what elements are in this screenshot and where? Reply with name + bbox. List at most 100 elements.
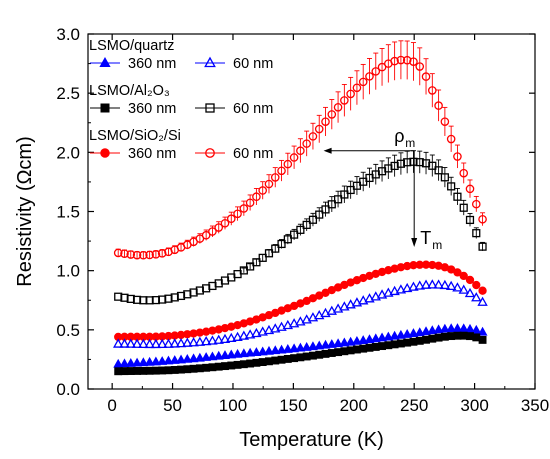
rho-label: ρ: [394, 126, 404, 146]
data-point: [119, 358, 130, 368]
data-point: [120, 249, 129, 258]
data-point: [321, 117, 330, 126]
data-point: [201, 230, 211, 240]
data-point: [459, 168, 469, 178]
legend-label: 360 nm: [128, 56, 176, 72]
data-point: [200, 336, 212, 346]
data-point: [452, 282, 463, 292]
data-point: [346, 185, 355, 195]
data-point: [239, 204, 249, 213]
data-point: [340, 96, 349, 105]
data-point: [283, 235, 292, 244]
data-point: [201, 352, 212, 361]
data-point: [440, 117, 450, 126]
data-point: [420, 279, 432, 289]
data-point: [301, 341, 312, 351]
data-point: [220, 218, 230, 228]
data-point: [289, 343, 300, 353]
data-point: [402, 55, 412, 65]
data-point: [270, 323, 281, 333]
series-circle-filled: [114, 260, 487, 342]
data-point: [257, 346, 268, 356]
data-point: [156, 338, 168, 349]
legend-group-title: LSMO/Al₂O₃: [89, 83, 170, 99]
data-point: [358, 295, 369, 305]
data-point: [434, 166, 443, 175]
data-point: [402, 329, 413, 338]
data-point: [264, 345, 274, 355]
data-point: [477, 326, 488, 336]
legend-label: 60 nm: [233, 56, 273, 72]
data-point: [389, 285, 400, 296]
data-point: [257, 326, 268, 336]
data-point: [119, 338, 130, 348]
tm-label: T: [420, 228, 431, 248]
data-point: [478, 335, 487, 344]
legend-group-title: LSMO/SiO₂/Si: [89, 128, 181, 144]
data-point: [459, 271, 468, 281]
data-point: [332, 303, 344, 313]
series-circle-open: [113, 40, 487, 260]
data-point: [125, 338, 136, 348]
data-point: [370, 333, 381, 343]
data-point: [465, 215, 475, 225]
data-point: [321, 205, 330, 214]
data-point: [365, 72, 374, 81]
data-point: [458, 323, 469, 333]
data-point: [345, 299, 356, 309]
data-point: [150, 338, 162, 349]
data-point: [414, 327, 425, 337]
data-point: [271, 244, 280, 253]
data-point: [232, 331, 243, 341]
data-point: [376, 289, 388, 299]
data-point: [207, 351, 218, 361]
data-point: [126, 250, 136, 259]
data-point: [478, 242, 487, 251]
data-point: [453, 152, 462, 161]
legend-group-title: LSMO/quartz: [89, 38, 174, 54]
tm-subscript: m: [432, 238, 442, 252]
data-point: [195, 234, 205, 243]
data-point: [144, 356, 155, 366]
data-point: [169, 355, 180, 364]
y-tick-label: 0.0: [56, 380, 80, 399]
data-point: [326, 339, 337, 348]
data-point: [144, 338, 155, 349]
data-point: [346, 89, 355, 99]
data-point: [213, 350, 224, 360]
data-point: [471, 292, 482, 302]
data-point: [446, 134, 456, 144]
data-point: [472, 229, 481, 238]
series-square-filled: [114, 331, 487, 376]
data-point: [358, 335, 369, 344]
data-point: [465, 184, 475, 194]
data-point: [157, 249, 167, 258]
x-axis-title: Temperature (K): [239, 429, 384, 451]
data-point: [157, 356, 168, 365]
data-point: [383, 331, 394, 341]
data-point: [219, 333, 231, 344]
data-point: [308, 341, 318, 351]
data-point: [326, 305, 337, 315]
data-point: [445, 280, 457, 291]
data-point: [245, 347, 256, 357]
data-point: [458, 284, 469, 294]
data-point: [408, 328, 419, 337]
data-point: [295, 316, 306, 326]
x-tick-label: 0: [107, 396, 116, 415]
legend-label: 360 nm: [128, 146, 176, 162]
data-point: [283, 159, 293, 169]
data-point: [427, 325, 438, 335]
data-point: [327, 200, 336, 209]
data-point: [477, 296, 488, 306]
data-point: [276, 321, 287, 331]
data-point: [258, 253, 267, 262]
data-point: [252, 258, 261, 267]
data-point: [409, 57, 418, 66]
data-point: [139, 250, 148, 260]
data-point: [176, 354, 186, 364]
data-point: [233, 209, 242, 219]
data-point: [396, 55, 406, 65]
data-point: [301, 314, 312, 324]
data-point: [446, 323, 457, 333]
